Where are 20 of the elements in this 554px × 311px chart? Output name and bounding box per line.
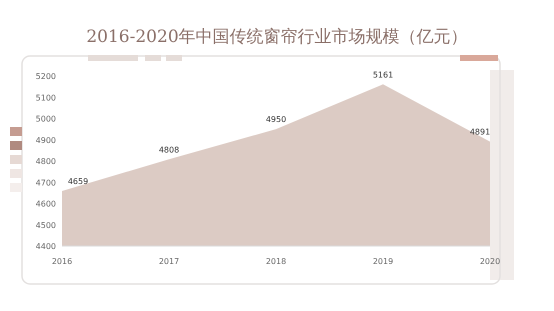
y-tick-label: 4700 xyxy=(36,178,56,188)
y-tick-label: 4900 xyxy=(36,136,56,145)
chart-title: 2016-2020年中国传统窗帘行业市场规模（亿元） xyxy=(86,27,468,47)
x-tick-label: 2018 xyxy=(266,257,286,266)
data-label: 4950 xyxy=(266,115,286,124)
data-label: 5161 xyxy=(372,70,394,80)
y-tick-label: 5200 xyxy=(36,72,56,81)
y-tick-label: 5100 xyxy=(36,93,56,102)
x-tick-label: 2017 xyxy=(158,257,180,266)
y-tick-label: 5000 xyxy=(36,114,56,124)
data-label: 4808 xyxy=(158,145,180,154)
y-tick-label: 4800 xyxy=(36,157,56,166)
x-tick-label: 2019 xyxy=(372,257,394,266)
y-tick-label: 4600 xyxy=(36,200,56,208)
data-label: 4659 xyxy=(68,176,88,186)
data-label: 4891 xyxy=(470,128,490,137)
y-tick-label: 4400 xyxy=(36,242,56,251)
y-tick-label: 4500 xyxy=(36,220,56,230)
x-tick-label: 2016 xyxy=(52,257,72,266)
x-tick-label: 2020 xyxy=(480,257,500,266)
